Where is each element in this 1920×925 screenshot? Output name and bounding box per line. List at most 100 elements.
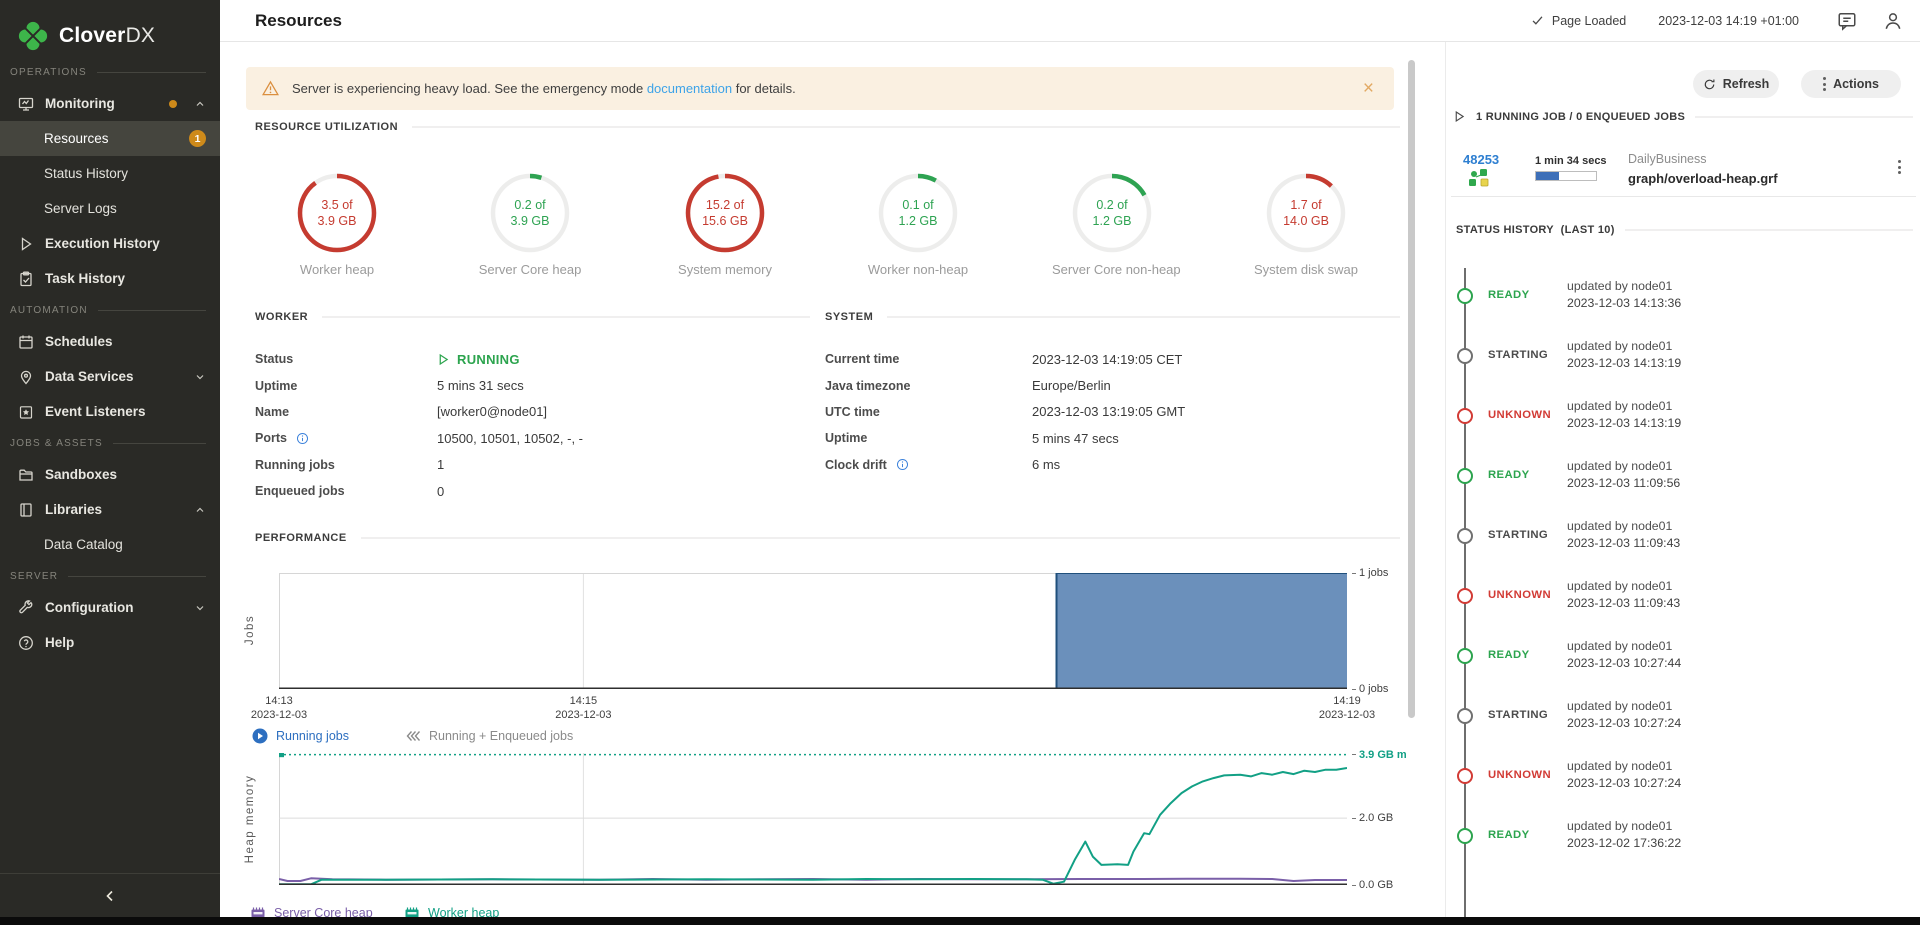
gauge-ring-icon bbox=[1266, 173, 1346, 253]
sidebar-item-label: Monitoring bbox=[45, 96, 115, 111]
gauge-value: 15.2 of 15.6 GB bbox=[702, 198, 748, 228]
axis-tick-label: 1 jobs bbox=[1352, 567, 1388, 579]
info-icon[interactable] bbox=[896, 458, 909, 471]
status-ring-icon bbox=[1457, 708, 1473, 724]
status-timestamp: 2023-12-02 17:36:22 bbox=[1567, 836, 1682, 850]
chevron-up-icon[interactable] bbox=[194, 504, 206, 516]
legend-label: Worker heap bbox=[428, 906, 500, 920]
status-history-entry: UNKNOWN updated by node01 2023-12-03 10:… bbox=[1446, 756, 1916, 796]
sidebar-section-jobs-assets: JOBS & ASSETS bbox=[0, 429, 220, 457]
chevron-down-icon[interactable] bbox=[194, 371, 206, 383]
sidebar-item-label: Resources bbox=[44, 131, 109, 146]
sidebar-item-status-history[interactable]: Status History bbox=[0, 156, 220, 191]
sidebar-item-execution-history[interactable]: Execution History bbox=[0, 226, 220, 261]
gauge-value: 0.2 of 3.9 GB bbox=[510, 198, 550, 228]
status-history-entry: READY updated by node01 2023-12-03 10:27… bbox=[1446, 636, 1916, 676]
status-ring-icon bbox=[1457, 408, 1473, 424]
kv-row: Clock drift 6 ms bbox=[825, 457, 1061, 473]
status-history-entry: STARTING updated by node01 2023-12-03 14… bbox=[1446, 336, 1916, 376]
axis-tick-label: 0 jobs bbox=[1352, 683, 1388, 695]
vertical-scrollbar[interactable] bbox=[1408, 60, 1415, 718]
wrench-icon bbox=[19, 599, 33, 613]
running-graph-icon bbox=[1469, 169, 1489, 187]
status-ring-icon bbox=[1457, 588, 1473, 604]
status-history-entry: READY updated by node01 2023-12-03 14:13… bbox=[1446, 276, 1916, 316]
sidebar-item-data-services[interactable]: Data Services bbox=[0, 359, 220, 394]
info-icon[interactable] bbox=[296, 432, 309, 445]
sidebar-item-sandboxes[interactable]: Sandboxes bbox=[0, 457, 220, 492]
status-ring-icon bbox=[1457, 288, 1473, 304]
rewind-icon bbox=[406, 731, 421, 741]
gauge-ring-icon bbox=[490, 173, 570, 253]
sidebar-item-configuration[interactable]: Configuration bbox=[0, 590, 220, 625]
sidebar-item-monitoring[interactable]: Monitoring bbox=[0, 86, 220, 121]
refresh-button[interactable]: Refresh bbox=[1693, 70, 1779, 98]
legend-item[interactable]: Worker heap bbox=[404, 905, 499, 921]
legend-item[interactable]: Running + Enqueued jobs bbox=[405, 728, 573, 744]
status-history-header: STATUS HISTORY (LAST 10) bbox=[1456, 224, 1913, 236]
status-history-entry: UNKNOWN updated by node01 2023-12-03 11:… bbox=[1446, 576, 1916, 616]
system-details: Current time 2023-12-03 14:19:05 CET Java … bbox=[825, 346, 1400, 478]
close-icon[interactable]: × bbox=[1362, 78, 1374, 99]
sidebar-item-label: Schedules bbox=[45, 334, 113, 349]
job-menu-button[interactable] bbox=[1898, 160, 1901, 174]
chevron-up-icon[interactable] bbox=[194, 98, 206, 110]
system-header: SYSTEM bbox=[825, 311, 1400, 323]
status-updated-by: updated by node01 bbox=[1567, 639, 1673, 653]
gauge-ring-icon bbox=[297, 173, 377, 253]
sidebar-item-label: Sandboxes bbox=[45, 467, 118, 482]
user-icon[interactable] bbox=[1883, 11, 1903, 31]
sidebar-item-server-logs[interactable]: Server Logs bbox=[0, 191, 220, 226]
sidebar-item-event-listeners[interactable]: Event Listeners bbox=[0, 394, 220, 429]
banner-text: Server is experiencing heavy load. See t… bbox=[292, 81, 796, 96]
check-icon bbox=[1532, 16, 1543, 25]
actions-button[interactable]: Actions bbox=[1801, 70, 1901, 98]
sidebar-collapse-button[interactable] bbox=[0, 873, 220, 917]
sidebar-item-schedules[interactable]: Schedules bbox=[0, 324, 220, 359]
heap-axis-label: Heap memory bbox=[244, 774, 256, 864]
axis-tick-label: 14:13 2023-12-03 bbox=[250, 695, 308, 721]
sidebar-item-label: Status History bbox=[44, 166, 129, 181]
status-history-entry: READY updated by node01 2023-12-03 11:09… bbox=[1446, 456, 1916, 496]
api-pin-icon bbox=[20, 370, 32, 384]
documentation-link[interactable]: documentation bbox=[646, 81, 733, 96]
kv-row: Current time 2023-12-03 14:19:05 CET bbox=[825, 351, 1183, 367]
app-logo[interactable]: CloverDX bbox=[0, 0, 220, 58]
sidebar-item-label: Help bbox=[45, 635, 75, 650]
legend-item[interactable]: Running jobs bbox=[252, 728, 349, 744]
ram-icon bbox=[405, 907, 419, 918]
sidebar-item-data-catalog[interactable]: Data Catalog bbox=[0, 527, 220, 562]
status-updated-by: updated by node01 bbox=[1567, 699, 1673, 713]
status-ring-icon bbox=[1457, 648, 1473, 664]
sidebar-item-label: Libraries bbox=[45, 502, 103, 517]
sidebar-item-label: Execution History bbox=[45, 236, 160, 251]
sidebar-item-label: Data Services bbox=[45, 369, 134, 384]
sidebar-item-libraries[interactable]: Libraries bbox=[0, 492, 220, 527]
kv-row: Uptime 5 mins 47 secs bbox=[825, 430, 1119, 446]
gauge-ring-icon bbox=[1072, 173, 1152, 253]
sidebar-item-resources[interactable]: Resources 1 bbox=[0, 121, 220, 156]
job-id-link[interactable]: 48253 bbox=[1463, 152, 1500, 167]
feedback-icon[interactable] bbox=[1837, 11, 1857, 31]
legend-item[interactable]: Server Core heap bbox=[250, 905, 373, 921]
status-ring-icon bbox=[1457, 468, 1473, 484]
sidebar-item-label: Task History bbox=[45, 271, 126, 286]
gauge-value: 1.7 of 14.0 GB bbox=[1283, 198, 1329, 228]
chevron-down-icon[interactable] bbox=[194, 602, 206, 614]
chevron-left-icon bbox=[106, 890, 113, 901]
status-label: READY bbox=[1488, 289, 1530, 301]
performance-header: PERFORMANCE bbox=[255, 532, 1400, 544]
gauge-ring-icon bbox=[878, 173, 958, 253]
resource-gauge: 15.2 of 15.6 GB System memory bbox=[665, 171, 785, 277]
status-updated-by: updated by node01 bbox=[1567, 459, 1673, 473]
status-history-entry: UNKNOWN updated by node01 2023-12-03 14:… bbox=[1446, 396, 1916, 436]
axis-tick-label: 14:15 2023-12-03 bbox=[555, 695, 612, 721]
sidebar-item-help[interactable]: Help bbox=[0, 625, 220, 660]
gauge-ring-icon bbox=[685, 173, 765, 253]
axis-tick-label: 2.0 GB bbox=[1352, 812, 1393, 824]
resources-badge: 1 bbox=[189, 130, 206, 147]
kv-row: Enqueued jobs 0 bbox=[255, 483, 445, 499]
sidebar-item-task-history[interactable]: Task History bbox=[0, 261, 220, 296]
worker-details: Status RUNNING Uptime 5 mins 31 secs Name [wo… bbox=[255, 346, 815, 504]
status-history-entry: STARTING updated by node01 2023-12-03 10… bbox=[1446, 696, 1916, 736]
